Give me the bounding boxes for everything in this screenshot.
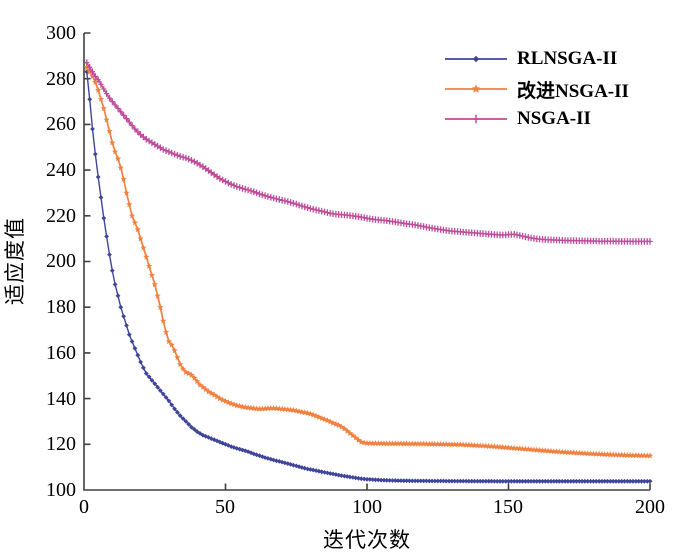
y-axis-title: 适应度值 <box>3 217 27 305</box>
y-tick-160: 160 <box>46 342 76 364</box>
y-tick-300: 300 <box>46 22 76 44</box>
x-tick-0: 0 <box>79 496 89 518</box>
legend-label: 改进NSGA-II <box>517 80 629 102</box>
y-tick-200: 200 <box>46 250 76 272</box>
y-tick-120: 120 <box>46 433 76 455</box>
legend-line-marker-icon <box>445 84 507 93</box>
y-tick-260: 260 <box>46 113 76 135</box>
legend-label: NSGA-II <box>517 108 591 129</box>
y-tick-180: 180 <box>46 296 76 318</box>
y-tick-100: 100 <box>46 479 76 501</box>
x-axis-title: 迭代次数 <box>323 528 411 552</box>
y-tick-220: 220 <box>46 205 76 227</box>
legend-line-marker-icon <box>445 114 507 124</box>
y-tick-280: 280 <box>46 68 76 90</box>
x-tick-50: 50 <box>215 496 235 518</box>
legend-label: RLNSGA-II <box>517 48 618 69</box>
legend-line-marker-icon <box>445 55 507 63</box>
x-tick-200: 200 <box>635 496 665 518</box>
y-tick-140: 140 <box>46 388 76 410</box>
legend-item-rlnsga2: RLNSGA-II <box>444 44 629 74</box>
x-tick-150: 150 <box>493 496 523 518</box>
legend: RLNSGA-II 改进NSGA-II NSGA-II <box>444 44 629 134</box>
y-tick-240: 240 <box>46 159 76 181</box>
legend-item-improved-nsga2: 改进NSGA-II <box>444 74 629 104</box>
x-tick-100: 100 <box>352 496 382 518</box>
legend-item-nsga2: NSGA-II <box>444 104 629 134</box>
